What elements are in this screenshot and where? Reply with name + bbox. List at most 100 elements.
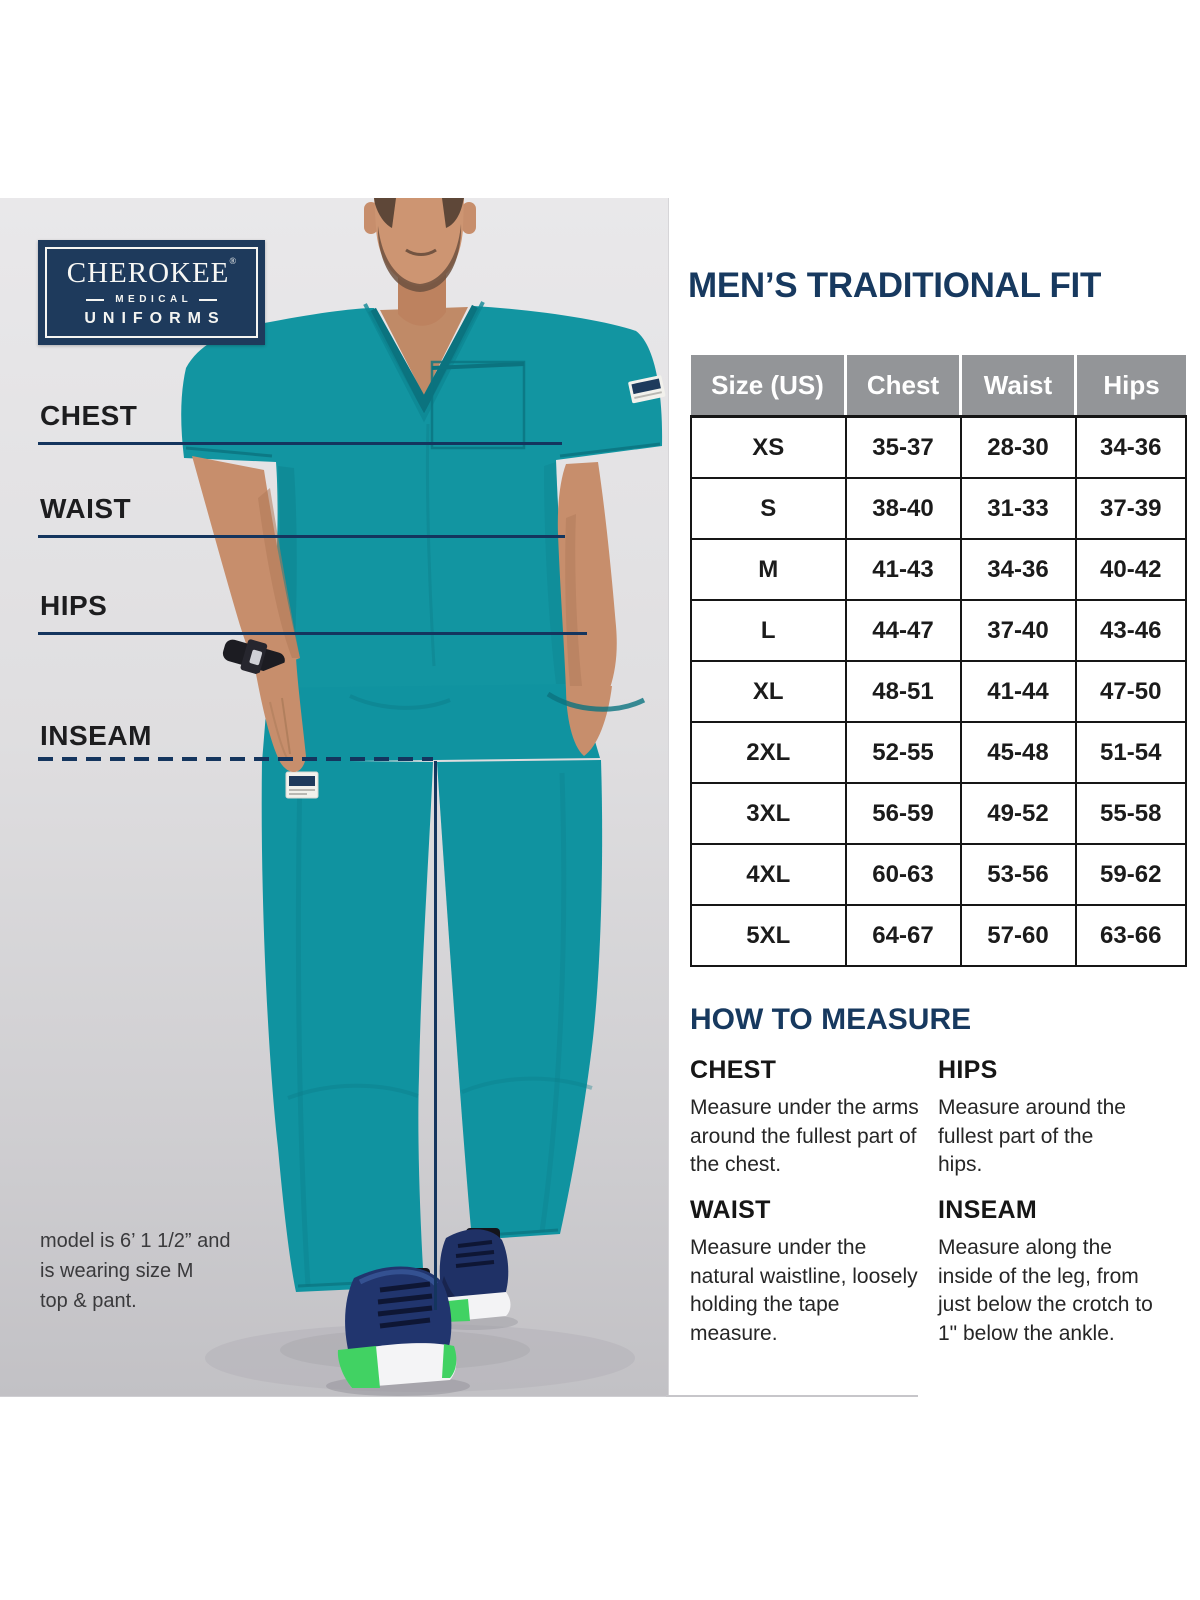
- cherokee-logo: CHEROKEE® MEDICAL UNIFORMS: [38, 240, 265, 345]
- wrist-watch: [222, 639, 285, 675]
- measure-waist-text: Measure under the natural waistline, loo…: [690, 1236, 918, 1345]
- table-row: M 41-43 34-36 40-42: [690, 538, 1187, 601]
- waist-cell: 41-44: [959, 660, 1077, 723]
- hips-cell: 40-42: [1074, 538, 1187, 601]
- size-cell: 2XL: [690, 721, 847, 784]
- hips-measure-line: [38, 632, 587, 635]
- logo-brand-name: CHEROKEE®: [66, 256, 237, 289]
- model-head: [364, 198, 476, 326]
- how-to-measure-title: HOW TO MEASURE: [690, 1003, 972, 1036]
- measure-chest-text: Measure under the arms around the fulles…: [690, 1096, 919, 1177]
- size-cell: XS: [690, 415, 847, 479]
- measure-waist-heading: WAIST: [690, 1196, 771, 1224]
- hips-cell: 43-46: [1074, 599, 1187, 662]
- col-header-chest: Chest: [844, 355, 961, 418]
- table-row: 5XL 64-67 57-60 63-66: [690, 904, 1187, 967]
- size-table-body: XS 35-37 28-30 34-36 S 38-40 31-33 37-39 M 41-4…: [690, 415, 1187, 967]
- size-chart-table: Size (US) Chest Waist Hips XS 35-37 28-30 3…: [690, 355, 1187, 967]
- waist-cell: 31-33: [959, 477, 1077, 540]
- model-photo: [0, 198, 669, 1397]
- chest-label: CHEST: [40, 400, 138, 431]
- chest-pocket: [430, 360, 526, 450]
- measure-section-chest: CHEST Measure under the arms around the …: [690, 1056, 928, 1180]
- measure-section-inseam: INSEAM Measure along the inside of the l…: [938, 1196, 1170, 1348]
- front-shoe: [337, 1266, 457, 1388]
- logo-medical-row: MEDICAL: [85, 294, 218, 305]
- size-cell: M: [690, 538, 847, 601]
- pant-brand-patch: [285, 771, 319, 799]
- chest-cell: 38-40: [844, 477, 962, 540]
- model-caption: model is 6’ 1 1/2” and is wearing size M…: [40, 1226, 270, 1316]
- measure-section-waist: WAIST Measure under the natural waistlin…: [690, 1196, 928, 1348]
- measure-hips-heading: HIPS: [938, 1056, 998, 1084]
- size-cell: 5XL: [690, 904, 847, 967]
- caption-line-2: is wearing size M: [40, 1260, 194, 1282]
- hips-cell: 59-62: [1074, 843, 1187, 906]
- chest-cell: 60-63: [844, 843, 962, 906]
- chest-cell: 48-51: [844, 660, 962, 723]
- waist-label: WAIST: [40, 493, 132, 524]
- hips-cell: 51-54: [1074, 721, 1187, 784]
- logo-dash-right: [199, 298, 218, 301]
- table-row: 3XL 56-59 49-52 55-58: [690, 782, 1187, 845]
- cherokee-logo-frame: CHEROKEE® MEDICAL UNIFORMS: [45, 247, 258, 338]
- chest-cell: 64-67: [844, 904, 962, 967]
- table-row: 2XL 52-55 45-48 51-54: [690, 721, 1187, 784]
- waist-cell: 57-60: [959, 904, 1077, 967]
- inseam-label: INSEAM: [40, 720, 152, 751]
- waist-cell: 34-36: [959, 538, 1077, 601]
- chest-cell: 44-47: [844, 599, 962, 662]
- hips-cell: 34-36: [1074, 415, 1187, 479]
- waist-cell: 28-30: [959, 415, 1077, 479]
- chest-cell: 52-55: [844, 721, 962, 784]
- size-cell: L: [690, 599, 847, 662]
- logo-dash-left: [85, 298, 104, 301]
- waist-cell: 53-56: [959, 843, 1077, 906]
- rear-shoe: [437, 1228, 511, 1322]
- logo-medical-label: MEDICAL: [115, 294, 193, 305]
- table-row: L 44-47 37-40 43-46: [690, 599, 1187, 662]
- hips-cell: 55-58: [1074, 782, 1187, 845]
- size-table-header: Size (US) Chest Waist Hips: [691, 355, 1186, 418]
- waist-cell: 49-52: [959, 782, 1077, 845]
- right-arm: [192, 456, 306, 773]
- col-header-hips: Hips: [1074, 355, 1186, 418]
- header-row: Size (US) Chest Waist Hips: [691, 355, 1186, 418]
- page-title: MEN’S TRADITIONAL FIT: [688, 266, 1102, 305]
- bottom-divider-line: [666, 1395, 918, 1397]
- waist-measure-line: [38, 535, 565, 538]
- measure-hips-text: Measure around the fullest part of the h…: [938, 1096, 1126, 1177]
- caption-line-1: model is 6’ 1 1/2” and: [40, 1230, 231, 1252]
- measure-inseam-heading: INSEAM: [938, 1196, 1038, 1224]
- hips-cell: 63-66: [1074, 904, 1187, 967]
- col-header-size: Size (US): [691, 355, 846, 418]
- sleeve-brand-patch: [628, 375, 666, 404]
- waist-cell: 45-48: [959, 721, 1077, 784]
- logo-uniforms-label: UNIFORMS: [84, 310, 226, 327]
- inseam-measure-line-horizontal: [38, 757, 433, 761]
- hips-cell: 47-50: [1074, 660, 1187, 723]
- measure-section-hips: HIPS Measure around the fullest part of …: [938, 1056, 1138, 1180]
- table-row: 4XL 60-63 53-56 59-62: [690, 843, 1187, 906]
- col-header-waist: Waist: [959, 355, 1076, 418]
- chest-cell: 41-43: [844, 538, 962, 601]
- chest-cell: 35-37: [844, 415, 962, 479]
- measure-chest-heading: CHEST: [690, 1056, 777, 1084]
- registered-trademark: ®: [229, 256, 237, 266]
- table-row: XL 48-51 41-44 47-50: [690, 660, 1187, 723]
- waist-cell: 37-40: [959, 599, 1077, 662]
- size-cell: XL: [690, 660, 847, 723]
- size-cell: 4XL: [690, 843, 847, 906]
- measure-inseam-text: Measure along the inside of the leg, fro…: [938, 1236, 1153, 1345]
- size-cell: S: [690, 477, 847, 540]
- table-row: XS 35-37 28-30 34-36: [690, 415, 1187, 479]
- size-cell: 3XL: [690, 782, 847, 845]
- chest-cell: 56-59: [844, 782, 962, 845]
- chest-measure-line: [38, 442, 562, 445]
- hips-label: HIPS: [40, 590, 108, 621]
- caption-line-3: top & pant.: [40, 1290, 137, 1312]
- inseam-measure-line-vertical: [434, 761, 437, 1310]
- table-row: S 38-40 31-33 37-39: [690, 477, 1187, 540]
- scrub-pants: [261, 684, 603, 1292]
